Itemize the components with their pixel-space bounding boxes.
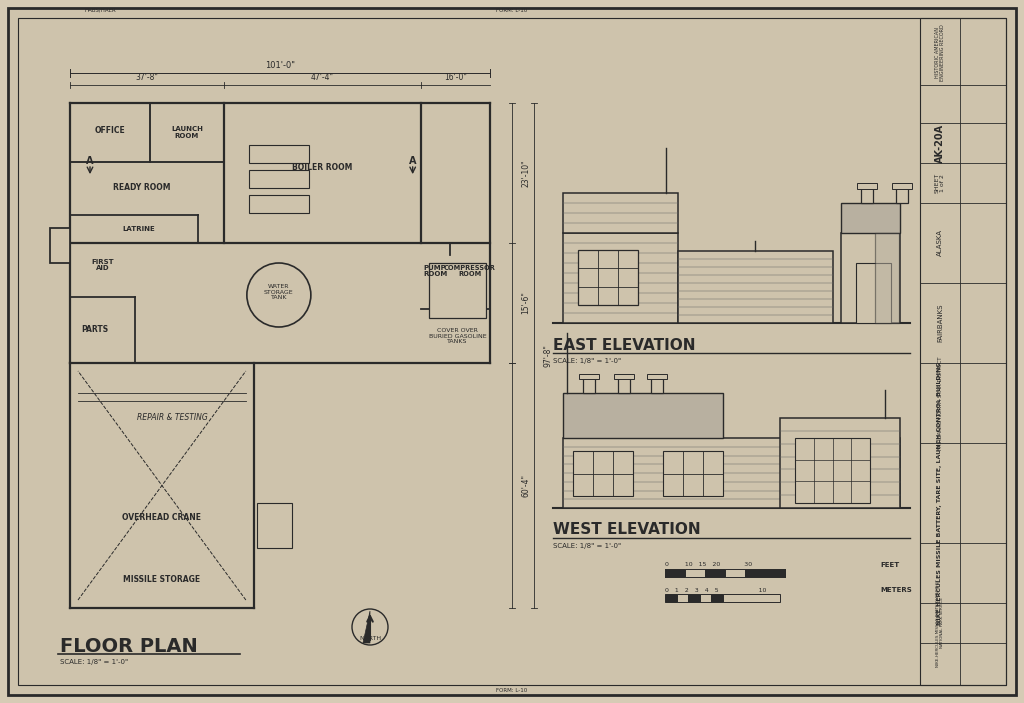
Text: LAUNCH
ROOM: LAUNCH ROOM <box>171 126 203 139</box>
Bar <box>665 594 677 602</box>
Bar <box>920 18 1006 685</box>
Bar <box>563 438 900 508</box>
Text: A: A <box>409 156 417 166</box>
Bar <box>249 170 309 188</box>
Text: PUMP
ROOM: PUMP ROOM <box>423 264 447 278</box>
Polygon shape <box>362 611 370 643</box>
Text: FAIRBANKS: FAIRBANKS <box>937 304 943 342</box>
Text: SCALE: 1/8" = 1'-0": SCALE: 1/8" = 1'-0" <box>60 659 128 665</box>
Bar <box>856 263 891 323</box>
Bar <box>614 374 634 379</box>
Bar <box>563 393 723 438</box>
Text: PARTS: PARTS <box>82 325 109 335</box>
Text: EAST ELEVATION: EAST ELEVATION <box>553 337 695 352</box>
Bar <box>429 263 486 318</box>
Text: NIKE-HERCULES MISSILE BATTERY PROJECT
NATIONAL PARK SERVICE: NIKE-HERCULES MISSILE BATTERY PROJECT NA… <box>936 579 944 667</box>
Text: 47'-4": 47'-4" <box>310 74 334 82</box>
Text: READY ROOM: READY ROOM <box>114 183 171 192</box>
Bar <box>795 438 870 503</box>
Text: 37'-8": 37'-8" <box>135 74 159 82</box>
Text: REPAIR & TESTING: REPAIR & TESTING <box>136 413 207 423</box>
Bar <box>579 374 599 379</box>
Text: SHEET
1 of 2: SHEET 1 of 2 <box>935 173 945 193</box>
Text: ALASKA: ALASKA <box>937 229 943 257</box>
Text: 23'-10": 23'-10" <box>521 159 530 187</box>
Text: NIKE HERCULES MISSILE BATTERY, TARE SITE, LAUNCH CONTROL BUILDING: NIKE HERCULES MISSILE BATTERY, TARE SITE… <box>938 361 942 625</box>
Bar <box>677 594 688 602</box>
Bar <box>618 375 630 393</box>
Text: 97'-8": 97'-8" <box>544 344 553 367</box>
Text: SCALE: 1/8" = 1'-0": SCALE: 1/8" = 1'-0" <box>553 543 622 549</box>
Text: FIRST
AID: FIRST AID <box>91 259 114 271</box>
Text: SCALE: 1/8" = 1'-0": SCALE: 1/8" = 1'-0" <box>553 358 622 364</box>
Bar <box>583 375 595 393</box>
Text: 0   1   2   3   4   5                    10: 0 1 2 3 4 5 10 <box>665 588 766 593</box>
Bar <box>665 569 685 577</box>
Bar <box>257 503 292 548</box>
Text: COMPRESSOR
ROOM: COMPRESSOR ROOM <box>444 264 496 278</box>
Text: AK-20A: AK-20A <box>935 124 945 162</box>
Bar <box>841 233 900 323</box>
Bar <box>874 233 899 323</box>
Text: 16'-0": 16'-0" <box>443 74 467 82</box>
Bar <box>563 193 678 233</box>
Text: 60'-4": 60'-4" <box>521 474 530 497</box>
Bar <box>711 594 723 602</box>
Text: FLOOR PLAN: FLOOR PLAN <box>60 636 198 655</box>
Text: BOILER ROOM: BOILER ROOM <box>292 164 352 172</box>
Text: WEST ELEVATION: WEST ELEVATION <box>553 522 700 538</box>
Bar <box>723 594 780 602</box>
Text: LATRINE: LATRINE <box>123 226 156 232</box>
Text: OFFICE: OFFICE <box>94 126 125 135</box>
Text: FORM: L-10: FORM: L-10 <box>497 8 527 13</box>
Text: COVER OVER
BURIED GASOLINE
TANKS: COVER OVER BURIED GASOLINE TANKS <box>428 328 486 344</box>
Text: 0        10   15   20            30: 0 10 15 20 30 <box>665 562 752 567</box>
Bar <box>563 233 678 323</box>
Bar <box>578 250 638 305</box>
Text: A: A <box>86 156 94 166</box>
Text: OVERHEAD CRANE: OVERHEAD CRANE <box>123 513 202 522</box>
Bar <box>50 228 70 263</box>
Bar <box>249 145 309 163</box>
Bar <box>678 251 833 323</box>
Bar <box>573 451 633 496</box>
Bar <box>896 185 908 203</box>
Bar <box>685 569 705 577</box>
Bar <box>249 195 309 213</box>
Bar <box>725 569 745 577</box>
Text: FAIRBANKS NORTH STAR DISTRICT: FAIRBANKS NORTH STAR DISTRICT <box>938 356 942 450</box>
Bar <box>841 203 900 233</box>
Bar <box>892 183 912 189</box>
Text: NORTH: NORTH <box>359 636 381 642</box>
Text: METERS: METERS <box>880 587 911 593</box>
Bar <box>699 594 711 602</box>
Text: 101'-0": 101'-0" <box>265 60 295 70</box>
Bar <box>688 594 699 602</box>
Bar <box>663 451 723 496</box>
Text: MISSILE STORAGE: MISSILE STORAGE <box>123 576 201 584</box>
Text: HABS/HAER: HABS/HAER <box>84 8 116 13</box>
Text: HISTORIC AMERICAN
ENGINEERING RECORD: HISTORIC AMERICAN ENGINEERING RECORD <box>935 25 945 82</box>
Bar <box>861 185 873 203</box>
Bar <box>745 569 785 577</box>
Text: 15'-6": 15'-6" <box>521 292 530 314</box>
Text: FORM: L-10: FORM: L-10 <box>497 688 527 693</box>
Text: FEET: FEET <box>880 562 899 568</box>
Bar <box>857 183 877 189</box>
Bar <box>651 375 663 393</box>
Bar <box>705 569 725 577</box>
Bar <box>780 418 900 508</box>
Text: WATER
STORAGE
TANK: WATER STORAGE TANK <box>264 284 294 300</box>
Bar <box>647 374 667 379</box>
